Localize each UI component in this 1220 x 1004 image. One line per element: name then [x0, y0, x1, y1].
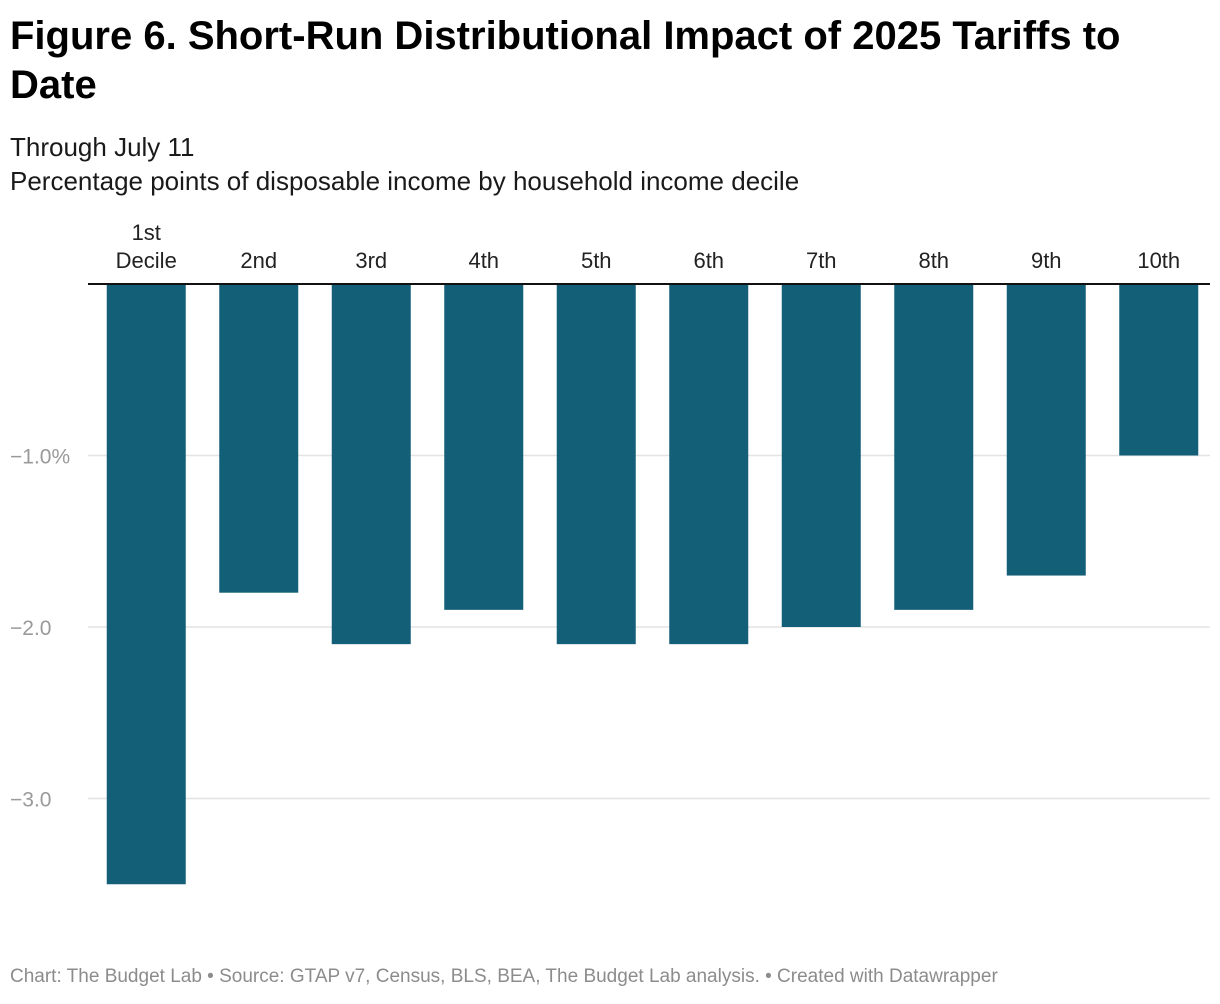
bars: [106, 284, 1199, 885]
category-label: 10th: [1137, 248, 1180, 273]
chart-subtitle-units: Percentage points of disposable income b…: [10, 166, 800, 196]
category-label: 1st: [132, 220, 161, 245]
category-label: 8th: [918, 248, 949, 273]
bar-chart: −1.0% −2.0 −3.0 1st Decile 2nd 3rd 4th 5th 6th 7t…: [10, 220, 1210, 885]
bar: [444, 284, 524, 610]
chart-subtitle-date: Through July 11: [10, 132, 195, 162]
category-label: 6th: [693, 248, 724, 273]
bar: [669, 284, 749, 645]
category-labels: 1st Decile 2nd 3rd 4th 5th 6th 7th 8th 9th 10th: [116, 220, 1180, 273]
bar: [894, 284, 974, 610]
category-label: 5th: [581, 248, 612, 273]
bar: [1006, 284, 1086, 576]
bar: [1119, 284, 1199, 456]
bar: [781, 284, 861, 627]
category-label: 9th: [1031, 248, 1062, 273]
category-label: 2nd: [240, 248, 277, 273]
bar: [219, 284, 299, 593]
category-label: 3rd: [355, 248, 387, 273]
chart-title: Figure 6. Short-Run Distributional Impac…: [10, 14, 1121, 107]
category-label: 7th: [806, 248, 837, 273]
y-tick-label: −2.0: [10, 617, 51, 640]
bar: [556, 284, 636, 645]
category-label: Decile: [116, 248, 177, 273]
bar: [106, 284, 186, 885]
y-tick-label: −3.0: [10, 789, 51, 812]
y-tick-label: −1.0%: [10, 446, 70, 469]
category-label: 4th: [468, 248, 499, 273]
chart-footer: Chart: The Budget Lab • Source: GTAP v7,…: [10, 966, 998, 987]
bar: [331, 284, 411, 645]
